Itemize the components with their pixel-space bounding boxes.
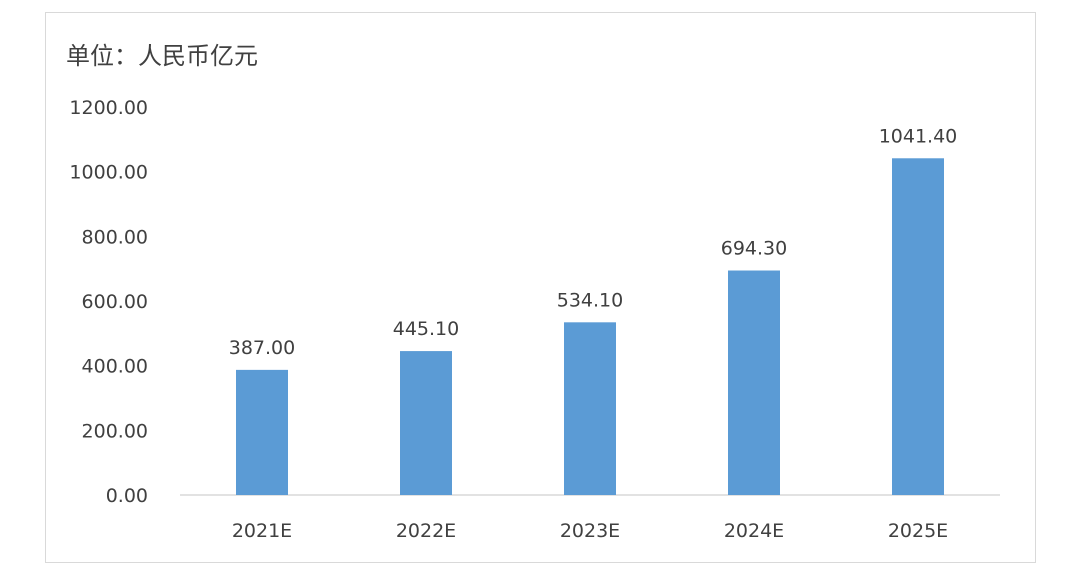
x-category-label: 2021E xyxy=(232,520,292,542)
y-tick-label: 200.00 xyxy=(82,420,148,442)
chart-frame xyxy=(45,12,1036,563)
y-axis-ticks: 0.00 200.00 400.00 600.00 800.00 1000.00 1200.… xyxy=(69,97,148,507)
x-axis-categories: 2021E 2022E 2023E 2024E 2025E xyxy=(232,520,948,542)
bar xyxy=(892,158,944,495)
bar xyxy=(400,351,452,495)
bar xyxy=(236,369,288,495)
y-tick-label: 0.00 xyxy=(106,485,148,507)
data-label: 534.10 xyxy=(557,289,623,311)
bar xyxy=(728,270,780,495)
data-labels: 387.00 445.10 534.10 694.30 1041.40 xyxy=(229,125,958,359)
x-category-label: 2024E xyxy=(724,520,784,542)
y-tick-label: 800.00 xyxy=(82,226,148,248)
x-category-label: 2022E xyxy=(396,520,456,542)
unit-label: 单位：人民币亿元 xyxy=(66,42,258,70)
data-label: 694.30 xyxy=(721,238,787,260)
data-label: 1041.40 xyxy=(879,125,958,147)
y-tick-label: 1200.00 xyxy=(69,97,148,119)
bars xyxy=(236,158,944,495)
x-category-label: 2023E xyxy=(560,520,620,542)
y-tick-label: 600.00 xyxy=(82,291,148,313)
bar xyxy=(564,322,616,495)
y-tick-label: 1000.00 xyxy=(69,162,148,184)
y-tick-label: 400.00 xyxy=(82,356,148,378)
data-label: 445.10 xyxy=(393,318,459,340)
x-category-label: 2025E xyxy=(888,520,948,542)
data-label: 387.00 xyxy=(229,337,295,359)
